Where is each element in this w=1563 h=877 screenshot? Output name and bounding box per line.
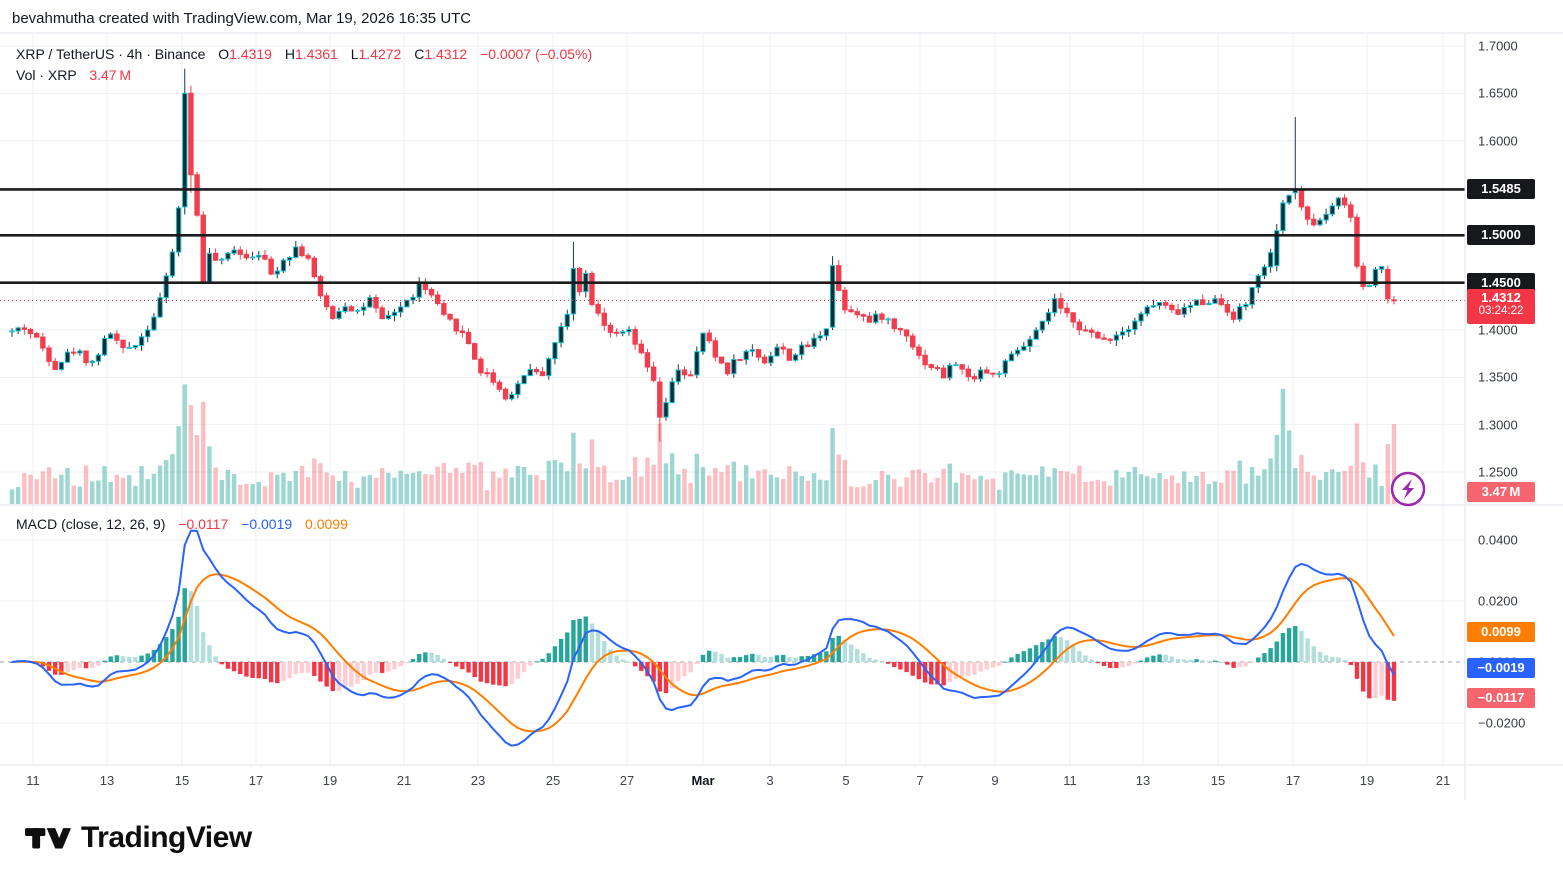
price-axis-label: 1.3000: [1478, 417, 1518, 433]
time-axis-label: 9: [991, 773, 999, 788]
level-price-badge: 1.4500: [1467, 272, 1535, 293]
macd-line-value: −0.0019: [241, 516, 293, 532]
time-axis-label: 17: [1285, 773, 1301, 788]
price-axis-label: 1.2500: [1478, 464, 1518, 480]
macd-signal-value: 0.0099: [305, 516, 348, 532]
macd-legend-row[interactable]: MACD (close, 12, 26, 9) −0.0117 −0.0019 …: [16, 516, 348, 532]
level-price-badge: 1.5485: [1467, 179, 1535, 200]
price-axis-label: 1.3500: [1478, 369, 1518, 385]
open-value: 1.4319: [229, 46, 272, 62]
macd-signal-line: [11, 573, 1395, 733]
macd-axis-label: −0.0200: [1478, 715, 1526, 731]
macd-hist-value: −0.0117: [178, 516, 229, 532]
watermark-text: bevahmutha created with TradingView.com,…: [12, 10, 472, 27]
time-axis-label: 25: [545, 773, 561, 788]
price-axis-label: 1.6000: [1478, 133, 1518, 149]
event-lightning-icon[interactable]: [1390, 471, 1426, 507]
high-value: 1.4361: [294, 46, 338, 62]
high-label: H: [284, 46, 295, 62]
volume-layer: [9, 384, 1397, 504]
time-axis-label: 11: [26, 773, 40, 788]
change-value: −0.0007 (−0.05%): [480, 46, 593, 62]
time-axis-label: 15: [1210, 773, 1226, 788]
time-axis-label: 15: [174, 773, 190, 788]
symbol-legend-row[interactable]: XRP / TetherUS · 4h · Binance O1.4319 H1…: [16, 46, 592, 62]
symbol-title: XRP / TetherUS · 4h · Binance: [16, 46, 206, 62]
time-axis-label: 17: [248, 773, 264, 788]
grid-layer: [0, 33, 1465, 765]
time-axis-label: 19: [1359, 773, 1375, 788]
time-axis-label: Mar: [691, 773, 715, 788]
last-price-badge: 1.4312 03:24:22: [1467, 289, 1535, 325]
price-axis-label: 1.4000: [1478, 322, 1518, 338]
time-axis-label: 11: [1063, 773, 1077, 788]
close-value: 1.4312: [424, 46, 468, 62]
time-axis-label: 21: [1435, 773, 1451, 788]
macd-value-badge: 0.0099: [1467, 621, 1535, 642]
time-axis-label: 5: [842, 773, 850, 788]
time-axis-label: 19: [322, 773, 338, 788]
volume-legend-row[interactable]: Vol · XRP 3.47 M: [16, 67, 131, 83]
candlestick-layer: [9, 68, 1397, 442]
macd-title: MACD (close, 12, 26, 9): [16, 516, 166, 532]
price-axis-label: 1.6500: [1478, 85, 1518, 101]
tradingview-logo[interactable]: TradingView: [25, 818, 252, 858]
close-label: C: [414, 46, 425, 62]
volume-label: Vol · XRP: [16, 67, 77, 83]
time-axis-label: 23: [470, 773, 486, 788]
macd-axis-label: 0.0400: [1478, 532, 1518, 548]
low-value: 1.4272: [358, 46, 402, 62]
time-axis-label: 13: [99, 773, 115, 788]
macd-axis-label: 0.0200: [1478, 593, 1518, 609]
level-price-badge: 1.5000: [1467, 225, 1535, 246]
low-label: L: [350, 46, 359, 62]
bar-countdown: 03:24:22: [1478, 305, 1524, 318]
time-axis-label: 27: [619, 773, 635, 788]
macd-value-badge: −0.0019: [1467, 657, 1535, 678]
tradingview-logo-text: TradingView: [81, 821, 252, 854]
time-axis-label: 3: [766, 773, 774, 788]
macd-main-line: [11, 529, 1395, 747]
time-axis-label: 21: [396, 773, 412, 788]
time-axis-label: 7: [916, 773, 924, 788]
price-axis-label: 1.7000: [1478, 38, 1518, 54]
time-axis-label: 13: [1135, 773, 1151, 788]
tradingview-logo-icon: [25, 828, 71, 849]
macd-value-badge: −0.0117: [1467, 687, 1535, 708]
drawn-level-lines[interactable]: [0, 188, 1465, 284]
volume-value-badge: 3.47 M: [1467, 482, 1535, 502]
open-label: O: [218, 46, 230, 62]
volume-value: 3.47 M: [89, 67, 132, 83]
